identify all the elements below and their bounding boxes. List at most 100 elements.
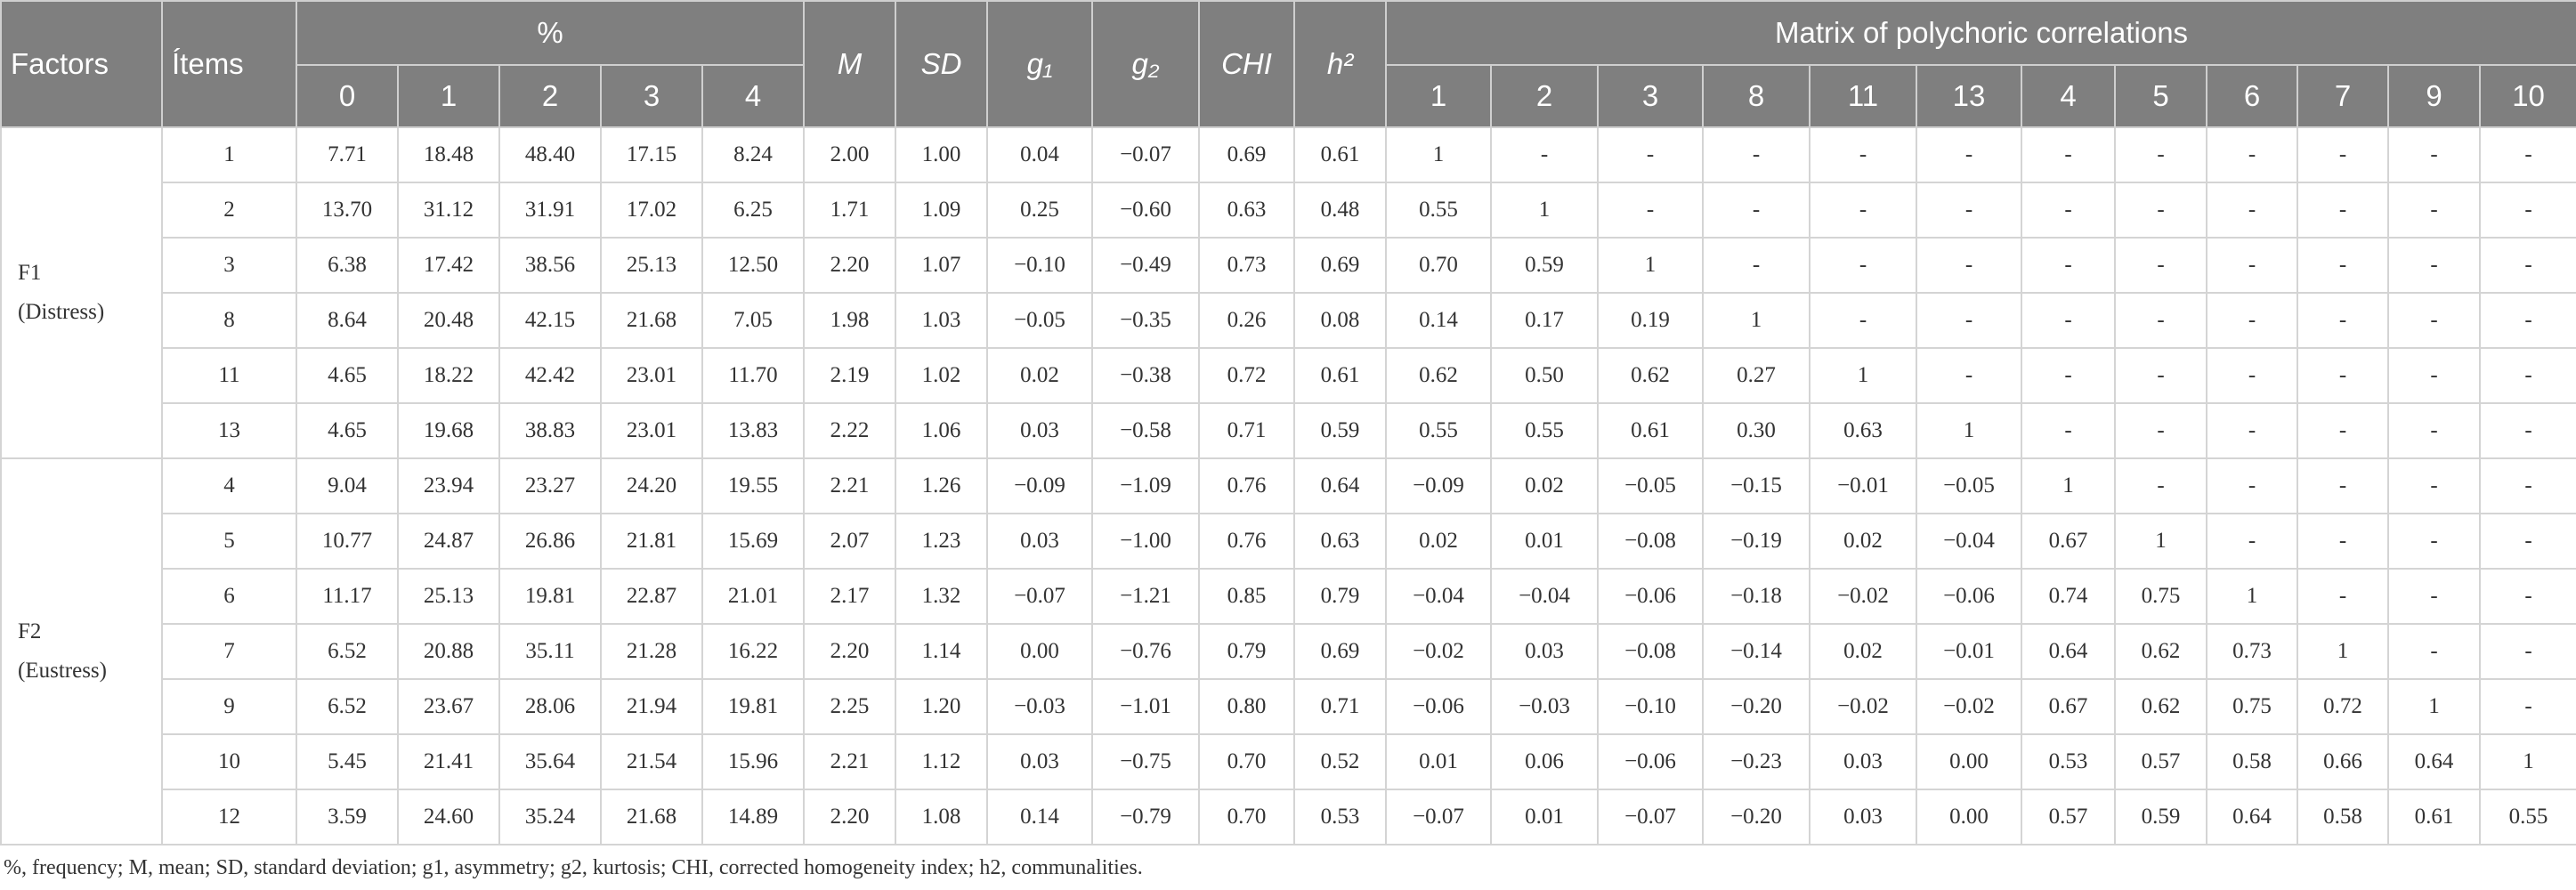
table-cell: - [2206, 292, 2299, 349]
table-row: 11 4.65 18.22 42.42 23.01 11.70 2.19 1.02 0.02 −0… [1, 347, 2576, 404]
table-cell: −0.15 [1702, 457, 1811, 514]
table-cell: −0.06 [1597, 568, 1705, 625]
table-cell: 42.15 [498, 292, 602, 349]
table-cell: 1.03 [895, 292, 989, 349]
table-cell: 1.07 [895, 237, 989, 294]
table-cell: 13.83 [701, 402, 806, 459]
table-cell: 15.69 [701, 513, 806, 570]
table-cell: 0.58 [2206, 733, 2299, 790]
table-cell: - [1916, 347, 2023, 404]
table-cell: 8.24 [701, 126, 806, 183]
table-cell: 15.96 [701, 733, 806, 790]
table-cell: - [2387, 347, 2482, 404]
table-cell: 38.83 [498, 402, 602, 459]
table-cell: 1.02 [895, 347, 989, 404]
table-cell: 42.42 [498, 347, 602, 404]
table-cell: 0.01 [1490, 513, 1600, 570]
table-cell: 0.61 [2387, 789, 2482, 846]
header-cell: h² [1293, 0, 1388, 128]
table-row: 6 11.17 25.13 19.81 22.87 21.01 2.17 1.32 −0.07−… [1, 568, 2576, 625]
table-cell: 21.68 [600, 292, 703, 349]
table-cell: 0.19 [1597, 292, 1705, 349]
table-cell: 1 [1597, 237, 1705, 294]
table-cell: - [2021, 126, 2117, 183]
factor-label: F1 [18, 261, 42, 285]
table-cell: −0.07 [1385, 789, 1493, 846]
table-cell: 0.08 [1293, 292, 1388, 349]
table-cell: 0.53 [1293, 789, 1388, 846]
table-cell: 6.52 [296, 678, 399, 735]
table-cell: 3 [161, 237, 297, 294]
table-cell: 0.17 [1490, 292, 1600, 349]
table-cell: 0.03 [1809, 789, 1918, 846]
table-cell: - [2479, 457, 2576, 514]
table-cell: −0.14 [1702, 623, 1811, 680]
table-cell: 14.89 [701, 789, 806, 846]
table-row: 2 13.70 31.12 31.91 17.02 6.25 1.71 1.09 0.25 −0.… [1, 182, 2576, 239]
table-cell: - [2297, 457, 2390, 514]
table-cell: 0.02 [1809, 513, 1918, 570]
table-cell: - [1916, 237, 2023, 294]
table-cell: 11 [161, 347, 297, 404]
table-row: 3 6.38 17.42 38.56 25.13 12.50 2.20 1.07 −0.10 −0… [1, 237, 2576, 294]
table-cell: 12 [161, 789, 297, 846]
table-cell: 1 [1490, 182, 1600, 239]
table-cell: −0.07 [1597, 789, 1705, 846]
table-cell: −0.08 [1597, 623, 1705, 680]
table-cell: 1 [161, 126, 297, 183]
table-cell: - [2206, 347, 2299, 404]
table-cell: 23.67 [397, 678, 500, 735]
table-cell: 0.75 [2114, 568, 2208, 625]
table-cell: 0.55 [1385, 402, 1493, 459]
table-cell: 23.01 [600, 347, 703, 404]
table-cell: 0.80 [1198, 678, 1296, 735]
table-cell: 1.08 [895, 789, 989, 846]
table-cell: 10.77 [296, 513, 399, 570]
table-cell: 2.07 [803, 513, 897, 570]
table-cell: −1.00 [1091, 513, 1201, 570]
table-cell: 4 [161, 457, 297, 514]
table-cell: 19.55 [701, 457, 806, 514]
table-cell: 0.74 [2021, 568, 2117, 625]
table-cell: 0.01 [1490, 789, 1600, 846]
table-cell: 0.62 [2114, 678, 2208, 735]
table-cell: 1 [2387, 678, 2482, 735]
table-cell: - [2387, 182, 2482, 239]
table-cell: 0.64 [1293, 457, 1388, 514]
header-cell: 10 [2479, 64, 2576, 128]
table-cell: - [2297, 126, 2390, 183]
table-row: 7 6.52 20.88 35.11 21.28 16.22 2.20 1.14 0.00 −0.… [1, 623, 2576, 680]
table-cell: −0.03 [986, 678, 1094, 735]
table-cell: 1.06 [895, 402, 989, 459]
table-cell: - [2021, 292, 2117, 349]
table-cell: 16.22 [701, 623, 806, 680]
table-cell: 0.02 [986, 347, 1094, 404]
table-cell: 0.26 [1198, 292, 1296, 349]
table-cell: 0.58 [2297, 789, 2390, 846]
header-cell: Matrix of polychoric correlations [1385, 0, 2576, 66]
table-cell: −0.10 [986, 237, 1094, 294]
table-cell: 2.20 [803, 623, 897, 680]
table-cell: −0.04 [1916, 513, 2023, 570]
table-cell: - [1809, 182, 1918, 239]
header-cell: Ítems [161, 0, 297, 128]
header-cell: 3 [1597, 64, 1705, 128]
header-cell: 13 [1916, 64, 2023, 128]
table-cell: −0.18 [1702, 568, 1811, 625]
table-cell: - [2114, 237, 2208, 294]
table-row: 12 3.59 24.60 35.24 21.68 14.89 2.20 1.08 0.14 −0… [1, 789, 2576, 846]
table-cell: 0.01 [1385, 733, 1493, 790]
table-cell: 21.94 [600, 678, 703, 735]
table-cell: −0.05 [986, 292, 1094, 349]
table-cell: 22.87 [600, 568, 703, 625]
table-cell: 0.52 [1293, 733, 1388, 790]
table-cell: - [2479, 402, 2576, 459]
table-cell: 24.20 [600, 457, 703, 514]
header-cell: % [295, 0, 806, 66]
table-cell: 31.12 [397, 182, 500, 239]
table-cell: 0.75 [2206, 678, 2299, 735]
table-cell: −0.02 [1916, 678, 2023, 735]
table-cell: 2.21 [803, 733, 897, 790]
table-cell: −0.05 [1597, 457, 1705, 514]
